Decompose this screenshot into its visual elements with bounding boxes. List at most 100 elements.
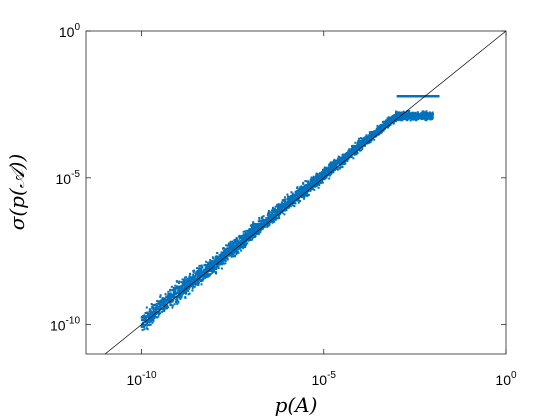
data-point (164, 304, 167, 307)
data-point (148, 323, 150, 326)
data-point (403, 111, 406, 114)
data-point (281, 203, 284, 206)
data-point (233, 239, 236, 241)
data-point (348, 149, 351, 152)
data-point (300, 185, 303, 188)
data-point (216, 259, 219, 262)
data-point (191, 283, 194, 286)
data-point (288, 196, 291, 198)
data-point (297, 201, 300, 204)
data-point (308, 183, 311, 186)
data-point (299, 186, 302, 189)
data-point (406, 110, 409, 113)
data-point (153, 317, 156, 320)
data-point (178, 280, 181, 283)
data-point (185, 291, 188, 293)
data-point (214, 266, 217, 269)
data-point (225, 244, 228, 247)
data-point (251, 238, 254, 241)
data-point (227, 244, 230, 247)
data-point (233, 255, 236, 258)
data-point (317, 186, 320, 189)
data-point (318, 172, 321, 175)
data-point (182, 287, 185, 290)
data-point (156, 311, 159, 314)
data-point (173, 287, 176, 289)
data-point (231, 249, 234, 252)
data-point (342, 154, 345, 157)
data-point (143, 328, 146, 331)
data-point (151, 312, 154, 315)
data-point (344, 162, 347, 165)
data-point (177, 282, 180, 284)
data-point (336, 166, 339, 169)
data-point (398, 113, 400, 116)
data-point (164, 297, 167, 300)
data-point (208, 263, 210, 266)
data-point (417, 118, 420, 121)
data-point (234, 249, 237, 252)
data-point (327, 169, 330, 172)
data-point (232, 253, 235, 256)
data-point (165, 298, 168, 301)
data-point (361, 147, 364, 150)
data-point (267, 212, 270, 215)
data-point (146, 321, 149, 324)
data-point (269, 215, 272, 218)
data-point (259, 228, 262, 231)
data-point (334, 168, 337, 170)
data-point (178, 287, 181, 289)
data-point (192, 271, 195, 274)
data-point (202, 277, 205, 280)
data-point (228, 251, 231, 254)
data-point (230, 255, 233, 258)
data-point (188, 292, 191, 295)
data-point (224, 250, 227, 253)
data-point (341, 163, 344, 165)
data-point (234, 241, 236, 244)
data-point (383, 125, 386, 128)
data-point (394, 118, 397, 121)
data-point (404, 115, 407, 118)
data-point (363, 138, 366, 141)
data-point (159, 304, 162, 307)
data-point (355, 151, 358, 154)
data-point (387, 117, 390, 120)
data-point (327, 167, 329, 170)
data-point (321, 176, 324, 179)
data-point (257, 233, 260, 235)
data-point (345, 159, 348, 162)
data-point (166, 305, 168, 308)
data-point (143, 314, 146, 317)
data-point (340, 156, 343, 159)
data-point (382, 127, 385, 130)
data-point (307, 187, 310, 190)
data-point (154, 304, 157, 306)
data-point (333, 158, 336, 161)
data-point (215, 271, 218, 274)
data-point (395, 120, 397, 123)
data-point (268, 222, 271, 225)
data-point (277, 210, 280, 213)
x-tick-label: 10-10 (126, 370, 156, 388)
data-point (283, 206, 286, 209)
data-point (376, 128, 379, 131)
data-point (329, 166, 332, 168)
data-point (219, 259, 222, 262)
data-point (191, 287, 194, 290)
data-point (161, 303, 164, 306)
data-point (278, 207, 281, 210)
data-point (231, 253, 234, 256)
data-point (248, 235, 251, 238)
data-point (369, 137, 372, 139)
data-point (431, 111, 434, 114)
data-point (302, 191, 305, 194)
data-point (192, 273, 195, 276)
data-point (312, 177, 315, 179)
data-point (370, 136, 373, 139)
data-point (218, 259, 221, 262)
data-point (200, 267, 202, 270)
data-point (294, 190, 297, 193)
data-point (330, 172, 333, 175)
data-point (343, 163, 346, 166)
